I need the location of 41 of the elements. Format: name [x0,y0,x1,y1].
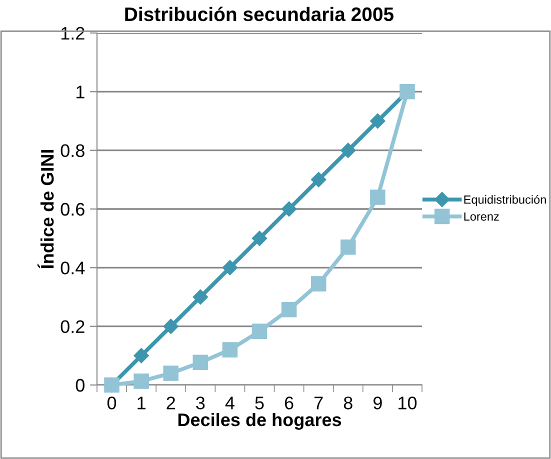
x-tick-label: 10 [398,396,417,410]
point [134,374,149,389]
point [134,348,149,364]
point [222,260,238,276]
y-tick-label: 0.6 [60,202,84,216]
point [192,354,208,370]
point [340,239,356,255]
point [340,142,356,158]
point [252,324,268,339]
point [252,230,268,246]
point [222,342,238,358]
x-tick-label: 1 [138,396,146,410]
point [192,289,208,305]
point [281,302,297,318]
point [370,190,386,205]
point [281,201,297,217]
x-tick-label: 7 [314,396,323,410]
y-tick-label: 0 [76,378,84,392]
x-tick-label: 6 [284,396,294,410]
y-tick-label: 0.2 [60,320,84,334]
legend-label: Equidistribución [464,194,546,206]
x-tick-label: 0 [107,396,116,410]
x-tick-label: 4 [225,396,234,410]
chart-title: Distribución secundaria 2005 [125,6,394,22]
y-tick-label: 0.4 [60,262,85,274]
x-tick-label: 5 [255,396,264,410]
y-tick-label: 1 [76,86,84,98]
y-axis-title: Índice de GINI [38,150,54,268]
legend-label: Lorenz [464,212,499,221]
x-tick-label: 9 [374,396,382,410]
x-tick-label: 3 [196,396,205,410]
point [163,318,178,334]
point [163,366,179,381]
point [311,172,326,188]
y-tick-label: 0.8 [60,144,84,158]
x-tick-label: 8 [344,396,352,410]
point [370,113,386,129]
point [310,276,326,292]
y-tick-label: 1.2 [61,26,84,40]
x-axis-title: Deciles de hogares [178,412,342,430]
x-tick-label: 2 [166,396,175,410]
